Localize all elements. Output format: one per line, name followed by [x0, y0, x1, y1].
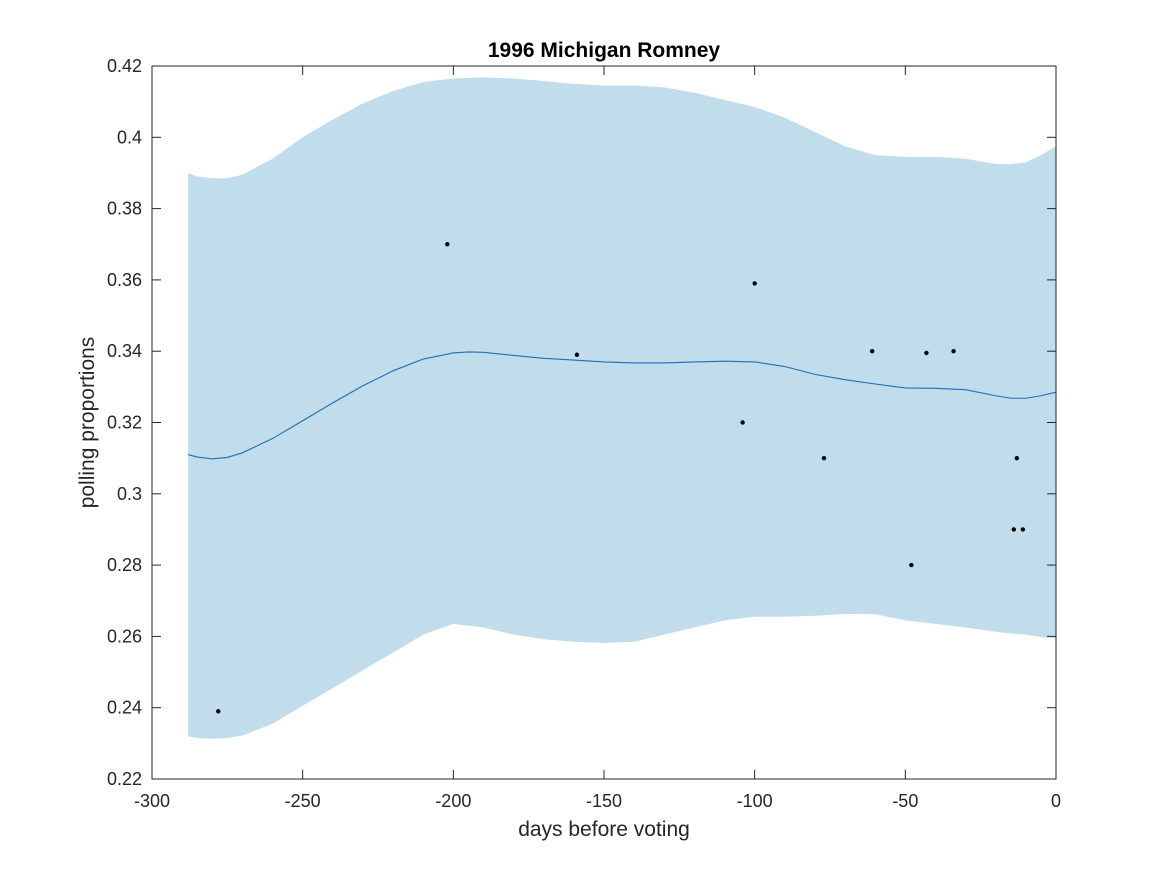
x-tick-label: -200: [435, 791, 471, 811]
y-tick-label: 0.32: [107, 413, 142, 433]
chart-title: 1996 Michigan Romney: [488, 39, 721, 62]
y-tick-label: 0.26: [107, 626, 142, 646]
x-tick-label: -300: [134, 791, 170, 811]
poll-point: [1020, 527, 1026, 532]
axis-ticks: -300 -250 -200 -150 -100 -50 0 0.22 0.24 0.26 0.28…: [107, 56, 1061, 811]
x-tick-label: 0: [1051, 791, 1061, 811]
poll-point: [821, 455, 827, 461]
y-tick-label: 0.42: [107, 56, 142, 76]
poll-point: [869, 349, 875, 354]
poll-point: [924, 350, 929, 356]
y-tick-label: 0.24: [107, 698, 142, 718]
mean-line: [188, 351, 1057, 460]
y-tick-label: 0.22: [107, 769, 142, 789]
poll-point: [740, 420, 745, 425]
x-axis-label: days before voting: [518, 818, 690, 841]
y-tick-label: 0.4: [117, 127, 142, 147]
x-tick-label: -150: [586, 791, 622, 811]
confidence-band: [188, 77, 1056, 739]
y-axis-label: polling proportions: [76, 337, 99, 509]
y-tick-label: 0.3: [117, 484, 142, 504]
poll-point: [909, 562, 914, 568]
y-tick-label: 0.38: [107, 199, 142, 219]
poll-point: [752, 281, 757, 286]
poll-point: [216, 709, 221, 714]
y-tick-label: 0.34: [107, 341, 142, 361]
y-tick-label: 0.36: [107, 270, 142, 290]
x-tick-label: -250: [285, 791, 321, 811]
poll-point: [1011, 527, 1017, 532]
x-tick-label: -50: [892, 791, 918, 811]
y-tick-label: 0.28: [107, 555, 142, 575]
poll-point: [574, 352, 580, 357]
poll-point: [445, 242, 450, 247]
poll-point: [951, 349, 956, 354]
poll-point: [1014, 455, 1020, 461]
plot-area: [188, 77, 1057, 739]
x-tick-label: -100: [737, 791, 773, 811]
